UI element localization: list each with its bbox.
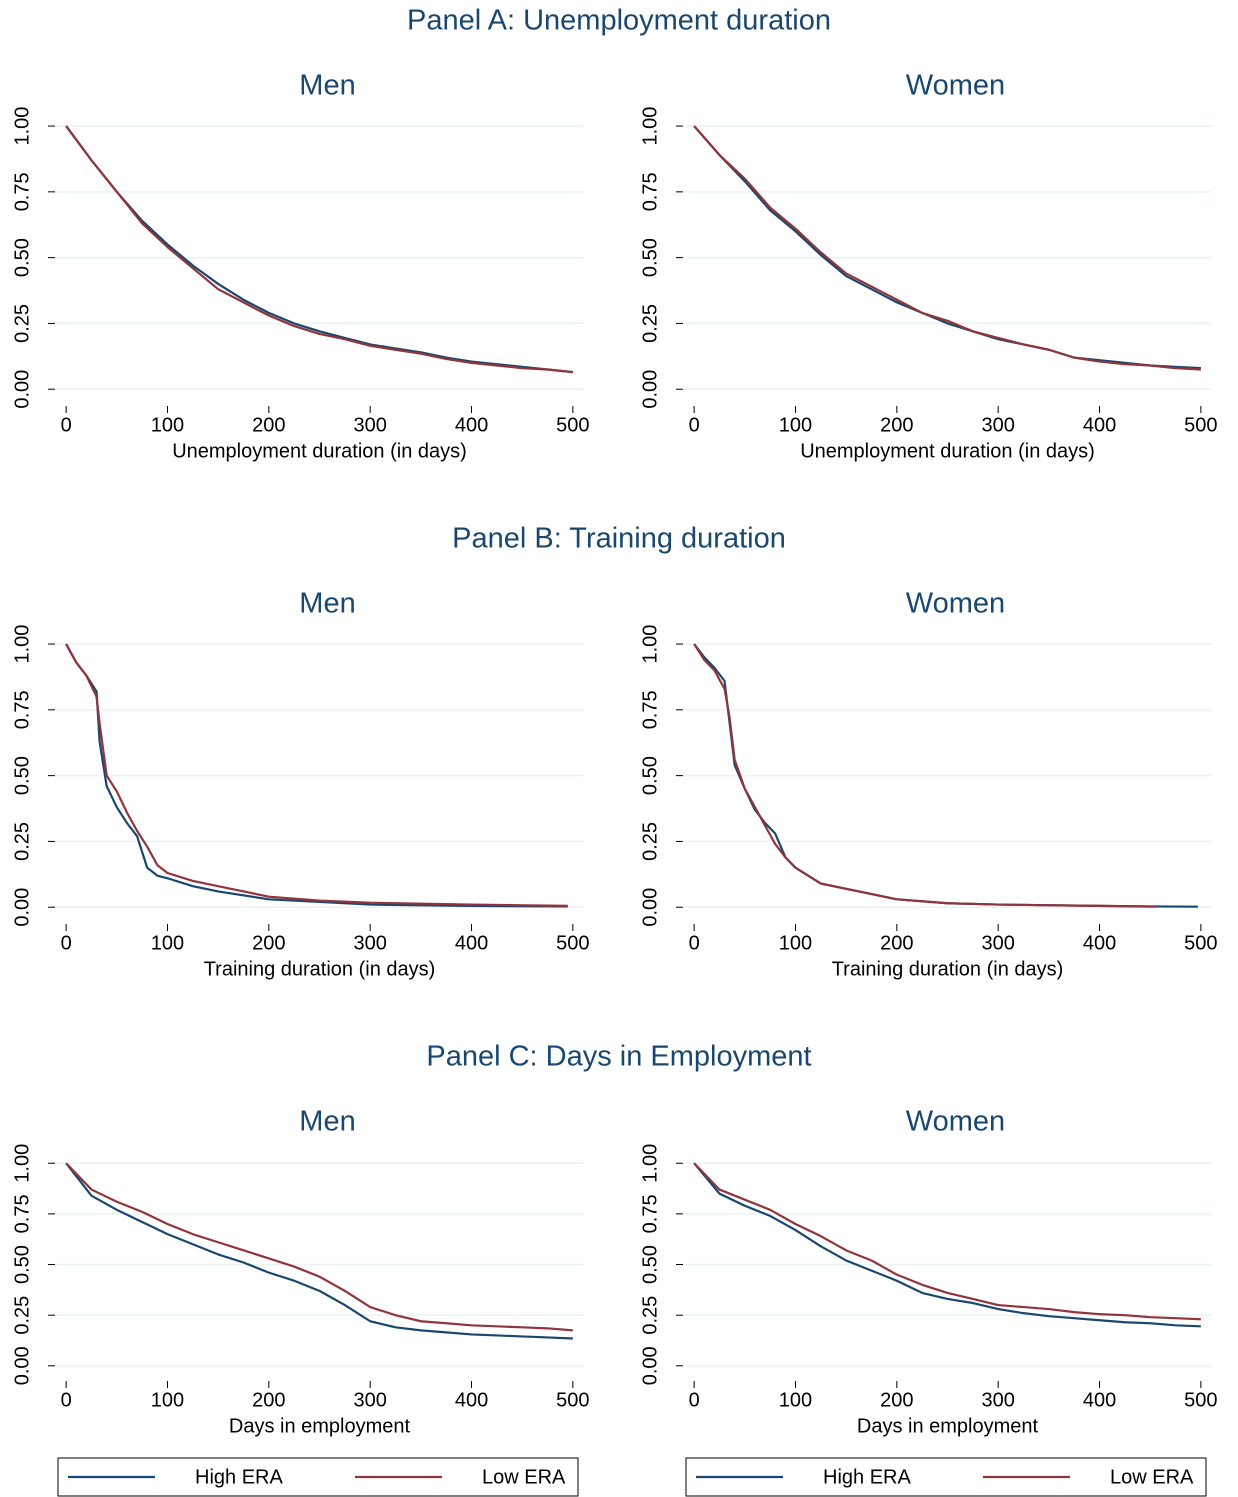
x-tick-label: 100 <box>779 1389 812 1411</box>
y-tick-label: 0.75 <box>639 172 661 211</box>
x-tick-label: 500 <box>1184 414 1217 436</box>
x-tick-label: 500 <box>1184 932 1217 954</box>
x-tick-label: 400 <box>455 932 488 954</box>
y-tick-label: 1.00 <box>639 1144 661 1183</box>
y-tick-label: 0.25 <box>639 304 661 343</box>
y-tick-label: 0.50 <box>639 1245 661 1284</box>
y-tick-label: 1.00 <box>11 107 33 146</box>
x-tick-label: 400 <box>1083 932 1116 954</box>
survival-line <box>65 125 573 374</box>
x-tick-label: 300 <box>981 1389 1014 1411</box>
x-tick-label: 500 <box>1184 1389 1217 1411</box>
legend-label: High ERA <box>823 1466 911 1488</box>
x-tick-label: 400 <box>1083 1389 1116 1411</box>
chart-title: Men <box>299 70 355 102</box>
y-tick-label: 0.75 <box>639 690 661 729</box>
x-tick-label: 100 <box>151 932 184 954</box>
x-tick-label: 100 <box>151 1389 184 1411</box>
chart-title: Men <box>299 588 355 620</box>
y-tick-label: 0.75 <box>639 1194 661 1233</box>
x-tick-label: 100 <box>779 414 812 436</box>
y-tick-label: 0.25 <box>639 1296 661 1335</box>
y-tick-label: 0.00 <box>11 370 33 409</box>
x-tick-label: 400 <box>1083 414 1116 436</box>
x-tick-label: 200 <box>880 932 913 954</box>
x-axis-title: Unemployment duration (in days) <box>172 440 467 462</box>
x-axis-title: Training duration (in days) <box>832 958 1064 980</box>
x-tick-label: 500 <box>556 932 589 954</box>
x-tick-label: 0 <box>689 414 700 436</box>
x-tick-label: 300 <box>353 932 386 954</box>
y-tick-label: 0.75 <box>11 690 33 729</box>
y-tick-label: 0.50 <box>639 238 661 277</box>
chart-title: Women <box>906 1106 1005 1138</box>
x-tick-label: 500 <box>556 1389 589 1411</box>
survival-line <box>693 1162 1201 1321</box>
y-tick-label: 0.00 <box>639 1346 661 1385</box>
survival-line <box>65 1162 573 1332</box>
x-tick-label: 200 <box>252 1389 285 1411</box>
x-tick-label: 100 <box>779 932 812 954</box>
legend-label: High ERA <box>195 1466 283 1488</box>
x-axis-title: Training duration (in days) <box>204 958 436 980</box>
x-tick-label: 300 <box>981 414 1014 436</box>
survival-line <box>693 125 1201 371</box>
x-axis-title: Days in employment <box>229 1415 411 1437</box>
y-tick-label: 0.25 <box>639 822 661 861</box>
y-tick-label: 0.25 <box>11 1296 33 1335</box>
x-tick-label: 500 <box>556 414 589 436</box>
y-tick-label: 1.00 <box>639 625 661 664</box>
x-axis-title: Days in employment <box>857 1415 1039 1437</box>
survival-line <box>693 643 1156 908</box>
y-tick-label: 0.75 <box>11 172 33 211</box>
x-axis-title: Unemployment duration (in days) <box>800 440 1095 462</box>
y-tick-label: 0.00 <box>639 370 661 409</box>
x-tick-label: 200 <box>252 414 285 436</box>
y-tick-label: 0.50 <box>11 238 33 277</box>
x-tick-label: 200 <box>880 414 913 436</box>
x-tick-label: 300 <box>353 414 386 436</box>
x-tick-label: 100 <box>151 414 184 436</box>
x-tick-label: 0 <box>61 1389 72 1411</box>
chart-title: Women <box>906 70 1005 102</box>
y-tick-label: 0.25 <box>11 304 33 343</box>
x-tick-label: 0 <box>689 1389 700 1411</box>
x-tick-label: 0 <box>689 932 700 954</box>
survival-line <box>65 1162 573 1340</box>
panel-title: Panel B: Training duration <box>452 523 786 555</box>
legend-label: Low ERA <box>482 1466 566 1488</box>
chart-title: Men <box>299 1106 355 1138</box>
x-tick-label: 300 <box>981 932 1014 954</box>
y-tick-label: 0.00 <box>639 888 661 927</box>
y-tick-label: 1.00 <box>11 1144 33 1183</box>
y-tick-label: 0.50 <box>11 1245 33 1284</box>
survival-line <box>693 125 1201 370</box>
y-tick-label: 0.25 <box>11 822 33 861</box>
y-tick-label: 1.00 <box>639 107 661 146</box>
panel-title: Panel A: Unemployment duration <box>407 5 831 37</box>
y-tick-label: 0.00 <box>11 1346 33 1385</box>
survival-line <box>65 643 568 907</box>
x-tick-label: 400 <box>455 414 488 436</box>
x-tick-label: 0 <box>61 932 72 954</box>
y-tick-label: 0.75 <box>11 1194 33 1233</box>
x-tick-label: 0 <box>61 414 72 436</box>
y-tick-label: 0.50 <box>11 756 33 795</box>
y-tick-label: 0.00 <box>11 888 33 927</box>
chart-title: Women <box>906 588 1005 620</box>
y-tick-label: 1.00 <box>11 625 33 664</box>
x-tick-label: 200 <box>880 1389 913 1411</box>
x-tick-label: 300 <box>353 1389 386 1411</box>
x-tick-label: 200 <box>252 932 285 954</box>
legend-label: Low ERA <box>1110 1466 1194 1488</box>
survival-line <box>693 1162 1201 1328</box>
survival-line <box>65 643 568 908</box>
survival-line <box>65 125 573 374</box>
y-tick-label: 0.50 <box>639 756 661 795</box>
panel-title: Panel C: Days in Employment <box>426 1041 811 1073</box>
x-tick-label: 400 <box>455 1389 488 1411</box>
